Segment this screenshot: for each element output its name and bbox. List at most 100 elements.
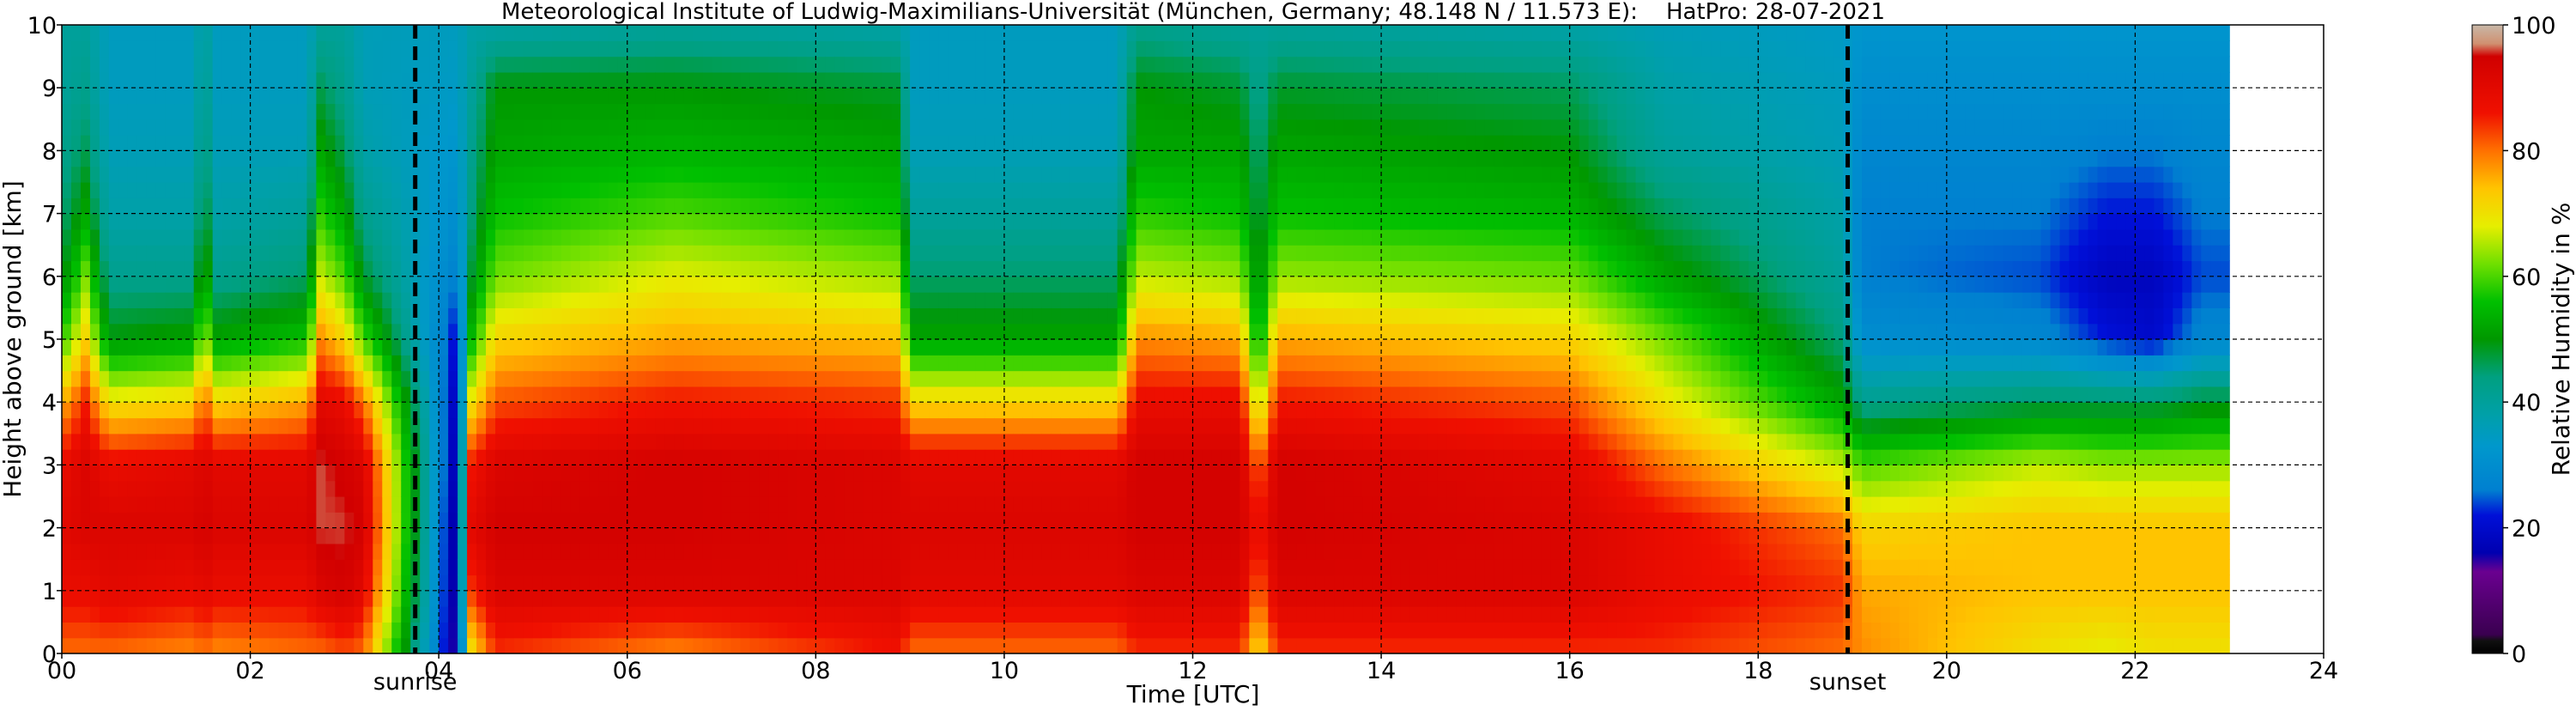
heatmap-cell xyxy=(1173,103,1185,120)
heatmap-cell xyxy=(627,260,638,277)
heatmap-cell xyxy=(617,40,628,58)
heatmap-cell xyxy=(797,40,807,58)
heatmap-cell xyxy=(505,574,515,592)
heatmap-cell xyxy=(655,559,666,576)
heatmap-cell xyxy=(579,606,591,623)
heatmap-cell xyxy=(1155,449,1166,465)
heatmap-cell xyxy=(985,370,996,387)
heatmap-cell xyxy=(853,527,864,544)
heatmap-cell xyxy=(882,417,892,434)
heatmap-cell xyxy=(967,574,977,592)
heatmap-cell xyxy=(127,323,138,340)
heatmap-cell xyxy=(721,449,732,465)
heatmap-cell xyxy=(891,402,901,419)
heatmap-cell xyxy=(882,71,892,88)
heatmap-cell xyxy=(203,433,214,450)
heatmap-cell xyxy=(420,118,430,136)
heatmap-cell xyxy=(240,228,252,246)
heatmap-cell xyxy=(806,590,816,607)
heatmap-cell xyxy=(203,307,214,325)
heatmap-cell xyxy=(674,166,685,183)
heatmap-cell xyxy=(1126,88,1137,105)
heatmap-cell xyxy=(985,417,996,434)
heatmap-cell xyxy=(1079,402,1090,419)
heatmap-cell xyxy=(910,213,920,230)
heatmap-cell xyxy=(1230,166,1240,183)
heatmap-cell xyxy=(118,166,129,183)
heatmap-cell xyxy=(344,103,355,120)
heatmap-cell xyxy=(203,292,214,308)
heatmap-cell xyxy=(203,56,214,73)
heatmap-cell xyxy=(730,637,742,653)
heatmap-cell xyxy=(1173,386,1185,403)
heatmap-cell xyxy=(1079,543,1090,560)
heatmap-cell xyxy=(646,480,657,497)
heatmap-cell xyxy=(448,433,458,450)
heatmap-cell xyxy=(335,150,345,167)
heatmap-cell xyxy=(844,276,854,293)
heatmap-cell xyxy=(1032,40,1043,58)
heatmap-cell xyxy=(712,198,723,215)
heatmap-cell xyxy=(655,622,666,639)
heatmap-cell xyxy=(598,40,609,58)
heatmap-cell xyxy=(212,198,223,215)
heatmap-cell xyxy=(1070,559,1081,576)
heatmap-cell xyxy=(778,574,788,592)
heatmap-cell xyxy=(655,213,666,230)
heatmap-cell xyxy=(373,166,383,183)
heatmap-cell xyxy=(825,103,835,120)
heatmap-cell xyxy=(551,370,562,387)
heatmap-cell xyxy=(787,527,797,544)
heatmap-cell xyxy=(269,260,280,277)
heatmap-cell xyxy=(373,228,383,246)
heatmap-cell xyxy=(1136,480,1147,497)
heatmap-cell xyxy=(900,276,911,293)
heatmap-cell xyxy=(730,449,742,465)
heatmap-cell xyxy=(579,465,591,482)
heatmap-cell xyxy=(948,118,958,136)
heatmap-cell xyxy=(429,355,439,372)
heatmap-cell xyxy=(429,118,439,136)
heatmap-cell xyxy=(70,71,82,88)
heatmap-cell xyxy=(335,590,345,607)
heatmap-cell xyxy=(108,260,119,277)
heatmap-cell xyxy=(975,118,986,136)
heatmap-cell xyxy=(579,574,591,592)
heatmap-cell xyxy=(250,25,261,41)
heatmap-cell xyxy=(335,449,345,465)
heatmap-cell xyxy=(853,88,864,105)
heatmap-cell xyxy=(514,103,524,120)
heatmap-cell xyxy=(957,496,967,513)
heatmap-cell xyxy=(929,166,939,183)
heatmap-cell xyxy=(589,182,600,198)
heatmap-cell xyxy=(335,433,345,450)
heatmap-cell xyxy=(834,135,845,151)
heatmap-cell xyxy=(627,622,638,639)
heatmap-cell xyxy=(495,355,506,372)
heatmap-cell xyxy=(844,386,854,403)
heatmap-cell xyxy=(80,339,91,356)
heatmap-cell xyxy=(900,25,911,41)
heatmap-cell xyxy=(136,637,148,653)
heatmap-cell xyxy=(1041,480,1052,497)
heatmap-cell xyxy=(410,182,421,198)
heatmap-cell xyxy=(985,166,996,183)
heatmap-cell xyxy=(99,25,110,41)
heatmap-cell xyxy=(316,417,327,434)
heatmap-cell xyxy=(967,260,977,277)
heatmap-cell xyxy=(278,213,289,230)
heatmap-cell xyxy=(363,339,373,356)
heatmap-cell xyxy=(1013,590,1024,607)
heatmap-cell xyxy=(1051,198,1062,215)
heatmap-cell xyxy=(1051,449,1062,465)
heatmap-cell xyxy=(448,213,458,230)
heatmap-cell xyxy=(646,25,657,41)
heatmap-cell xyxy=(505,182,515,198)
heatmap-cell xyxy=(797,71,807,88)
heatmap-cell xyxy=(1060,88,1071,105)
heatmap-cell xyxy=(221,339,233,356)
heatmap-cell xyxy=(288,118,299,136)
heatmap-cell xyxy=(429,56,439,73)
heatmap-cell xyxy=(919,433,930,450)
heatmap-cell xyxy=(429,590,439,607)
